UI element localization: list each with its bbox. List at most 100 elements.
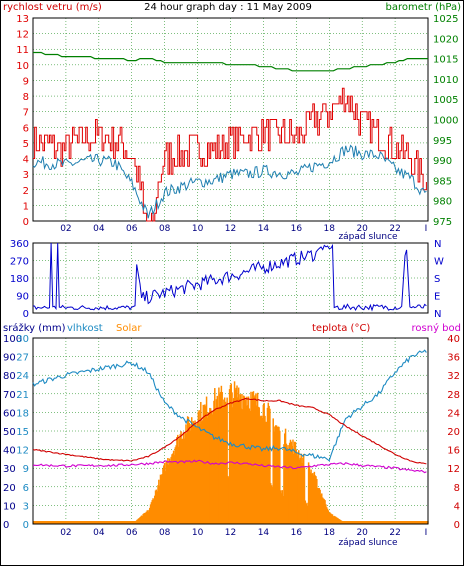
solar-bar <box>66 521 69 524</box>
solar-bar <box>304 500 307 524</box>
solar-bar <box>33 521 35 524</box>
solar-bar <box>418 521 420 524</box>
barometer-tick-label: 1020 <box>433 34 458 45</box>
solar-bar <box>342 521 344 524</box>
solar-bar <box>426 521 428 524</box>
solar-bar <box>112 521 114 524</box>
solar-bar <box>324 500 326 524</box>
solar-bar <box>246 405 249 524</box>
solar-bar <box>359 521 362 524</box>
solar-bar <box>325 504 327 524</box>
solar-bar <box>371 521 373 524</box>
solar-bar <box>125 521 127 524</box>
precip-tick-label: 30 <box>3 464 16 475</box>
solar-bar <box>135 520 138 524</box>
solar-bar <box>153 495 156 524</box>
solar-bar <box>40 521 42 524</box>
solar-bar <box>368 521 371 524</box>
solar-bar <box>94 521 97 524</box>
solar-bar <box>335 517 338 524</box>
solar-bar <box>143 513 145 524</box>
solar-bar <box>349 521 352 524</box>
time-tick-label: 20 <box>356 528 368 538</box>
solar-bar <box>175 445 177 524</box>
temperature-tick-label: 32 <box>447 371 460 382</box>
solar-bar <box>264 415 266 524</box>
solar-bar <box>102 521 105 524</box>
solar-bar <box>414 521 416 524</box>
solar-bar <box>325 507 328 524</box>
solar-bar <box>38 521 41 524</box>
solar-bar <box>232 407 234 524</box>
time-tick-label: 12 <box>225 224 236 234</box>
solar-bar <box>237 397 239 524</box>
temperature-tick-label: 36 <box>447 353 460 364</box>
solar-bar <box>376 521 378 524</box>
solar-bar <box>144 512 147 524</box>
solar-bar <box>260 415 263 524</box>
solar-bar <box>195 423 197 524</box>
solar-bar <box>417 521 419 524</box>
solar-bar <box>228 389 231 524</box>
solar-bar <box>88 521 91 524</box>
solar-bar <box>265 421 268 524</box>
solar-bar <box>235 387 237 524</box>
solar-bar <box>73 521 75 524</box>
solar-bar <box>265 421 267 524</box>
solar-bar <box>176 436 178 524</box>
solar-bar <box>184 433 186 524</box>
solar-bar <box>352 521 354 524</box>
solar-bar <box>131 521 134 524</box>
solar-bar <box>414 521 417 524</box>
solar-bar <box>122 521 125 524</box>
solar-bar <box>358 521 360 524</box>
solar-bar <box>209 408 212 524</box>
solar-bar <box>311 473 314 524</box>
solar-bar <box>178 438 181 524</box>
solar-bar <box>234 389 237 524</box>
solar-bar <box>408 521 410 524</box>
solar-bar <box>163 462 166 524</box>
solar-bar <box>55 521 57 524</box>
solar-bar <box>312 475 315 524</box>
solar-bar <box>49 521 51 524</box>
solar-bar <box>183 438 186 524</box>
solar-bar <box>51 521 54 524</box>
time-tick-label: 18 <box>324 528 336 538</box>
solar-bar <box>297 450 300 524</box>
solar-bar <box>45 521 47 524</box>
solar-bar <box>375 521 377 524</box>
solar-bar <box>221 392 223 524</box>
time-tick-label: 06 <box>126 224 138 234</box>
solar-bar <box>158 479 160 524</box>
solar-bar <box>46 521 49 524</box>
solar-bar <box>93 521 95 524</box>
solar-bar <box>116 521 119 524</box>
solar-bar <box>278 426 280 524</box>
solar-bar <box>230 383 232 524</box>
wind-direction-line <box>32 242 427 312</box>
solar-bar <box>383 521 386 524</box>
solar-bar <box>270 485 273 524</box>
solar-bar <box>201 420 204 524</box>
compass-tick-label: S <box>434 274 440 285</box>
barometer-tick-label: 1015 <box>433 55 458 66</box>
solar-bar <box>220 385 223 524</box>
solar-bar <box>90 521 93 524</box>
solar-bar <box>326 508 329 524</box>
solar-bar <box>393 521 395 524</box>
solar-bar <box>172 450 175 524</box>
solar-bar <box>100 521 102 524</box>
humidity-tick-label: 15 <box>16 427 29 438</box>
solar-bar <box>113 521 116 524</box>
temperature-axis-title: teplota (°C) <box>312 323 370 334</box>
solar-bar <box>52 521 55 524</box>
solar-bar <box>244 399 246 524</box>
solar-bar <box>363 521 366 524</box>
solar-bar <box>141 515 144 524</box>
solar-bar <box>328 512 330 524</box>
precip-tick-label: 50 <box>3 427 16 438</box>
humidity-tick-label: 3 <box>23 501 29 512</box>
solar-bar <box>158 485 161 524</box>
solar-bar <box>406 521 409 524</box>
